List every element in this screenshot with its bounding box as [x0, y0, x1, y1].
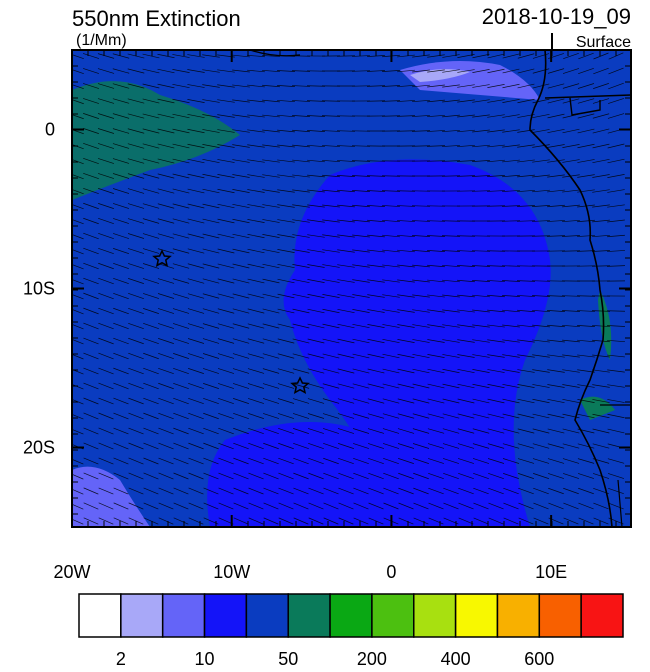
colorbar-box — [581, 594, 623, 637]
colorbar-label: 400 — [441, 649, 471, 667]
units: (1/Mm) — [76, 32, 127, 49]
colorbar-box — [163, 594, 205, 637]
colorbar-box — [497, 594, 539, 637]
colorbar-label: 10 — [195, 649, 215, 667]
lat-tick-label: 20S — [23, 438, 55, 458]
time: 2018-10-19_09 — [482, 4, 631, 29]
colorbar-box — [372, 594, 414, 637]
title: 550nm Extinction — [72, 6, 241, 31]
level: Surface — [576, 34, 631, 51]
colorbar-box — [456, 594, 498, 637]
lon-tick-label: 10E — [535, 562, 567, 582]
lon-tick-label: 10W — [213, 562, 250, 582]
colorbar-box — [414, 594, 456, 637]
lon-tick-label: 0 — [386, 562, 396, 582]
colorbar: 2 10 50 200 400 600 — [79, 594, 623, 667]
colorbar-box — [246, 594, 288, 637]
colorbar-box — [205, 594, 247, 637]
colorbar-label: 600 — [524, 649, 554, 667]
lon-tick-label: 20W — [53, 562, 90, 582]
colorbar-box — [79, 594, 121, 637]
colorbar-box — [330, 594, 372, 637]
colorbar-box — [539, 594, 581, 637]
colorbar-label: 200 — [357, 649, 387, 667]
lat-tick-label: 0 — [45, 120, 55, 140]
colorbar-box — [121, 594, 163, 637]
colorbar-label: 50 — [278, 649, 298, 667]
colorbar-box — [288, 594, 330, 637]
map-field — [68, 50, 631, 527]
colorbar-label: 2 — [116, 649, 126, 667]
lat-tick-label: 10S — [23, 279, 55, 299]
